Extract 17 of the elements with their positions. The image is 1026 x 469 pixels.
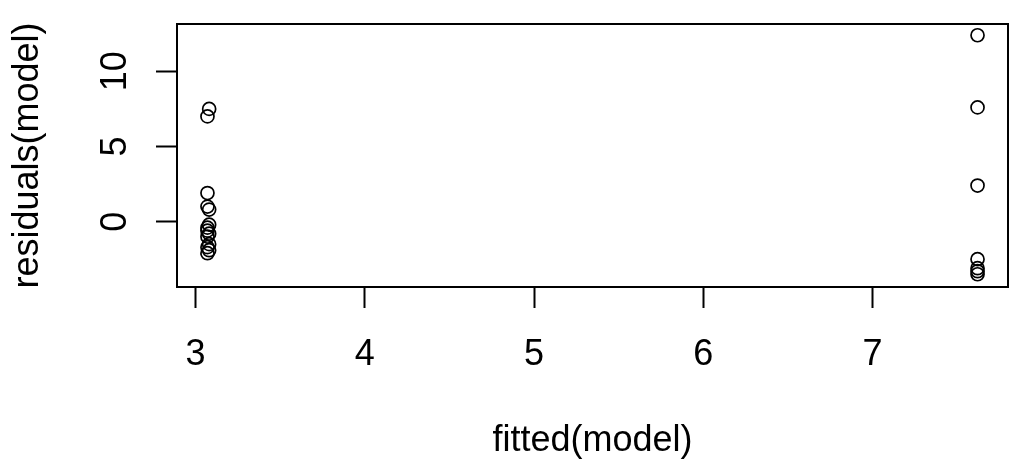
point: [200, 185, 215, 201]
y-tick-label: 0: [92, 211, 134, 232]
y-tick-label: 5: [92, 136, 134, 157]
x-tick-label: 5: [524, 331, 545, 373]
point: [970, 251, 985, 267]
point: [970, 100, 985, 115]
x-tick-label: 4: [354, 331, 375, 373]
point: [970, 27, 985, 43]
x-tick-label: 6: [693, 331, 714, 373]
point: [970, 178, 985, 193]
x-tick-label: 3: [185, 331, 206, 373]
point: [200, 109, 215, 124]
y-axis-title: residuals(model): [4, 22, 46, 289]
x-tick-label: 7: [862, 331, 883, 373]
point: [201, 101, 217, 117]
y-tick-label: 10: [92, 51, 134, 92]
x-axis-title: fitted(model): [492, 418, 693, 460]
